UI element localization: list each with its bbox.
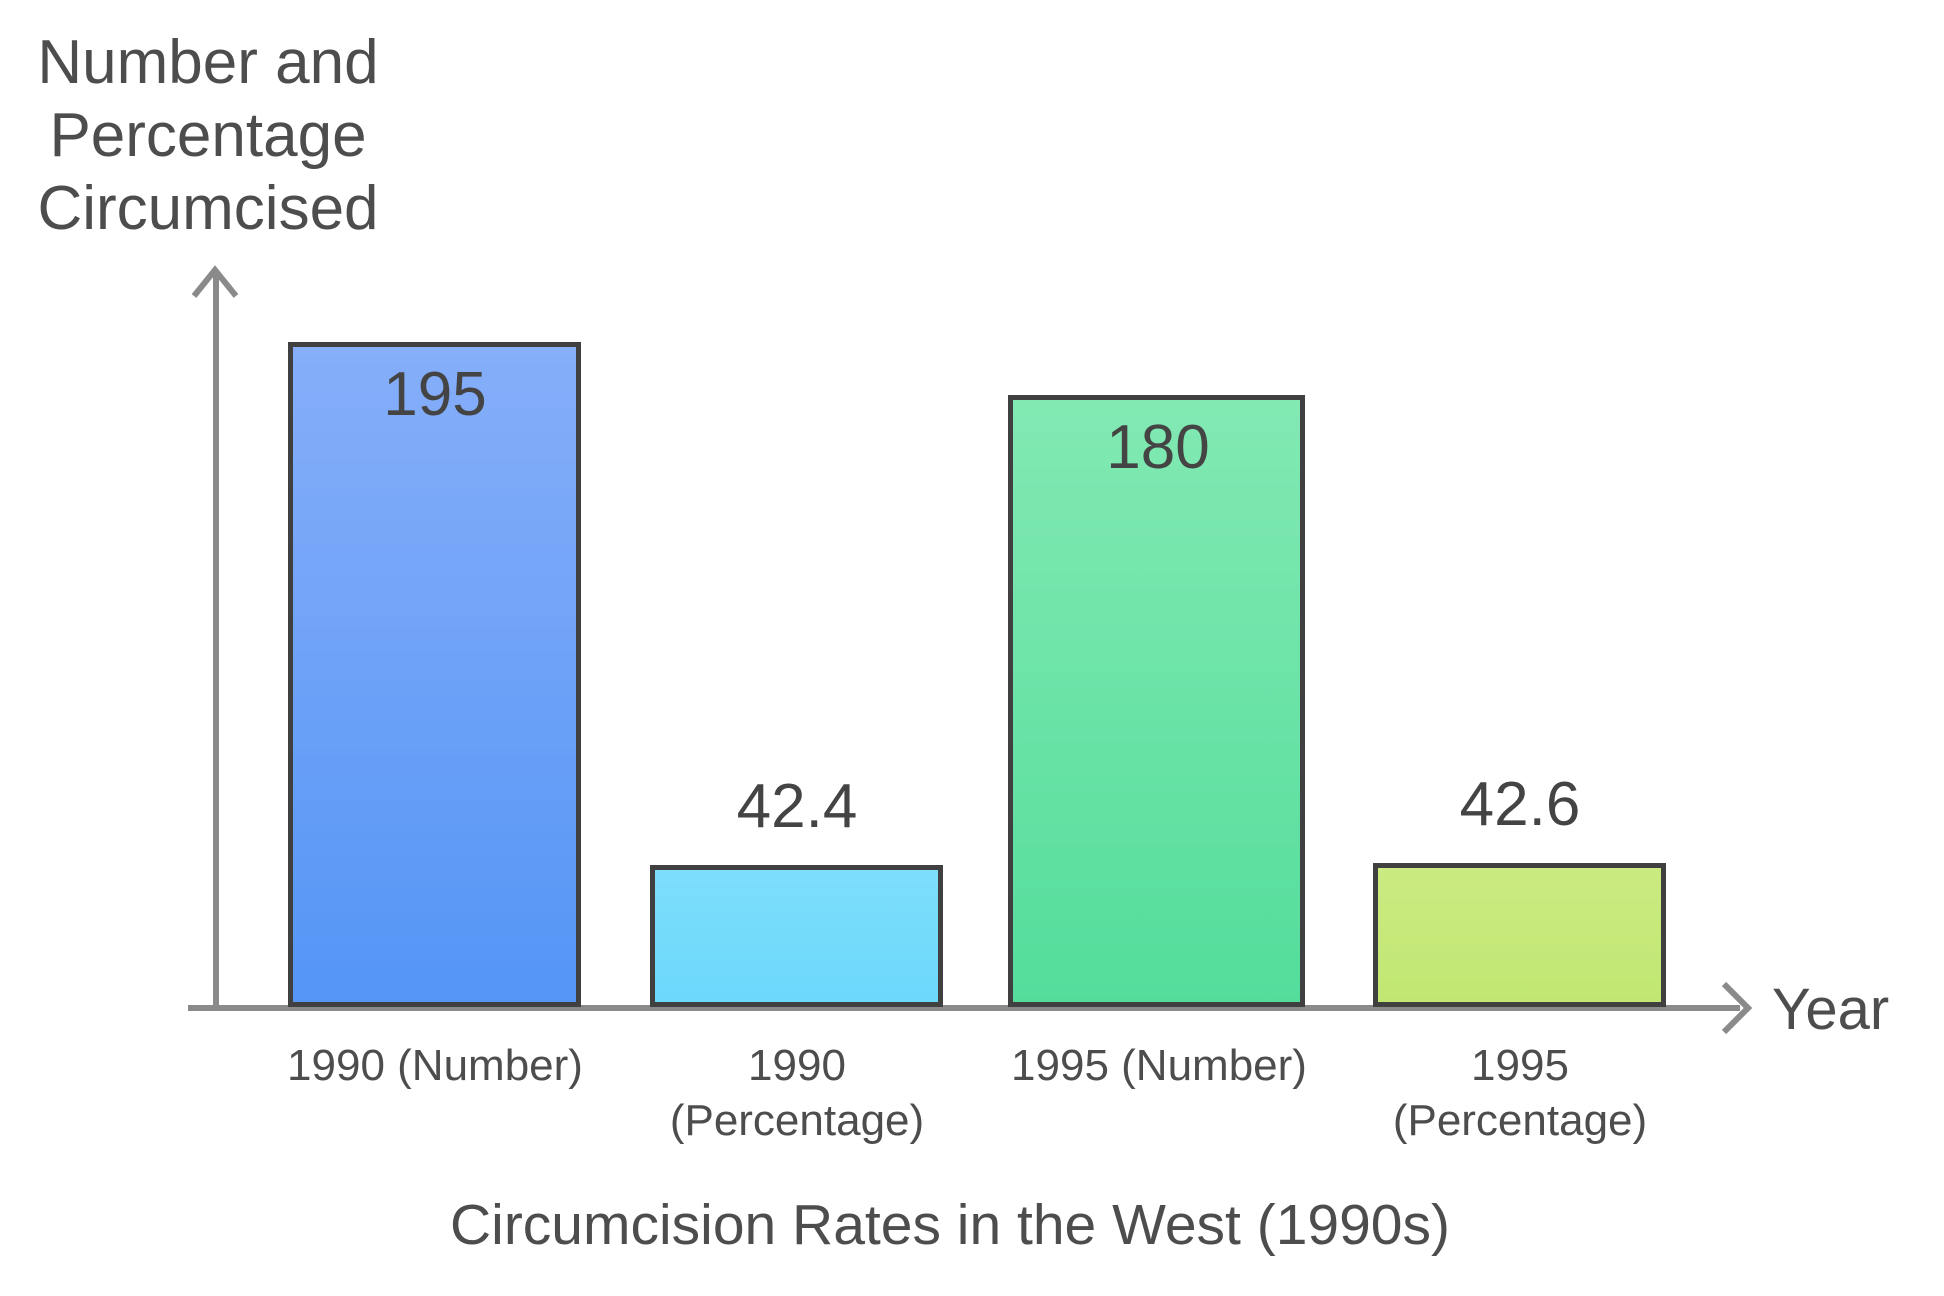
- tick-label-1995-percentage: 1995 (Percentage): [1392, 1041, 1648, 1145]
- value-label-1990-percentage: 42.4: [736, 772, 858, 841]
- y-axis-arrow-icon: [191, 265, 239, 298]
- bar-1990-percentage: [650, 865, 943, 1007]
- chart-title: Circumcision Rates in the West (1990s): [450, 1193, 1450, 1257]
- tick-label-1990-number: 1990 (Number): [287, 1041, 583, 1090]
- bar-1995-number: [1008, 395, 1305, 1007]
- tick-label-1990-percentage: 1990 (Percentage): [669, 1041, 925, 1145]
- y-axis-title: Number and Percentage Circumcised: [37, 28, 379, 243]
- bar-1995-percentage: [1373, 863, 1666, 1007]
- x-axis-arrow-icon: [1721, 981, 1753, 1035]
- x-axis-line: [188, 1005, 1740, 1011]
- tick-label-1995-number: 1995 (Number): [1011, 1041, 1307, 1090]
- y-axis-line: [213, 274, 219, 1011]
- bar-1990-number: [288, 342, 581, 1007]
- value-label-1995-number: 180: [1106, 413, 1210, 482]
- x-axis-title: Year: [1772, 977, 1890, 1042]
- value-label-1995-percentage: 42.6: [1459, 770, 1581, 839]
- value-label-1990-number: 195: [383, 360, 487, 429]
